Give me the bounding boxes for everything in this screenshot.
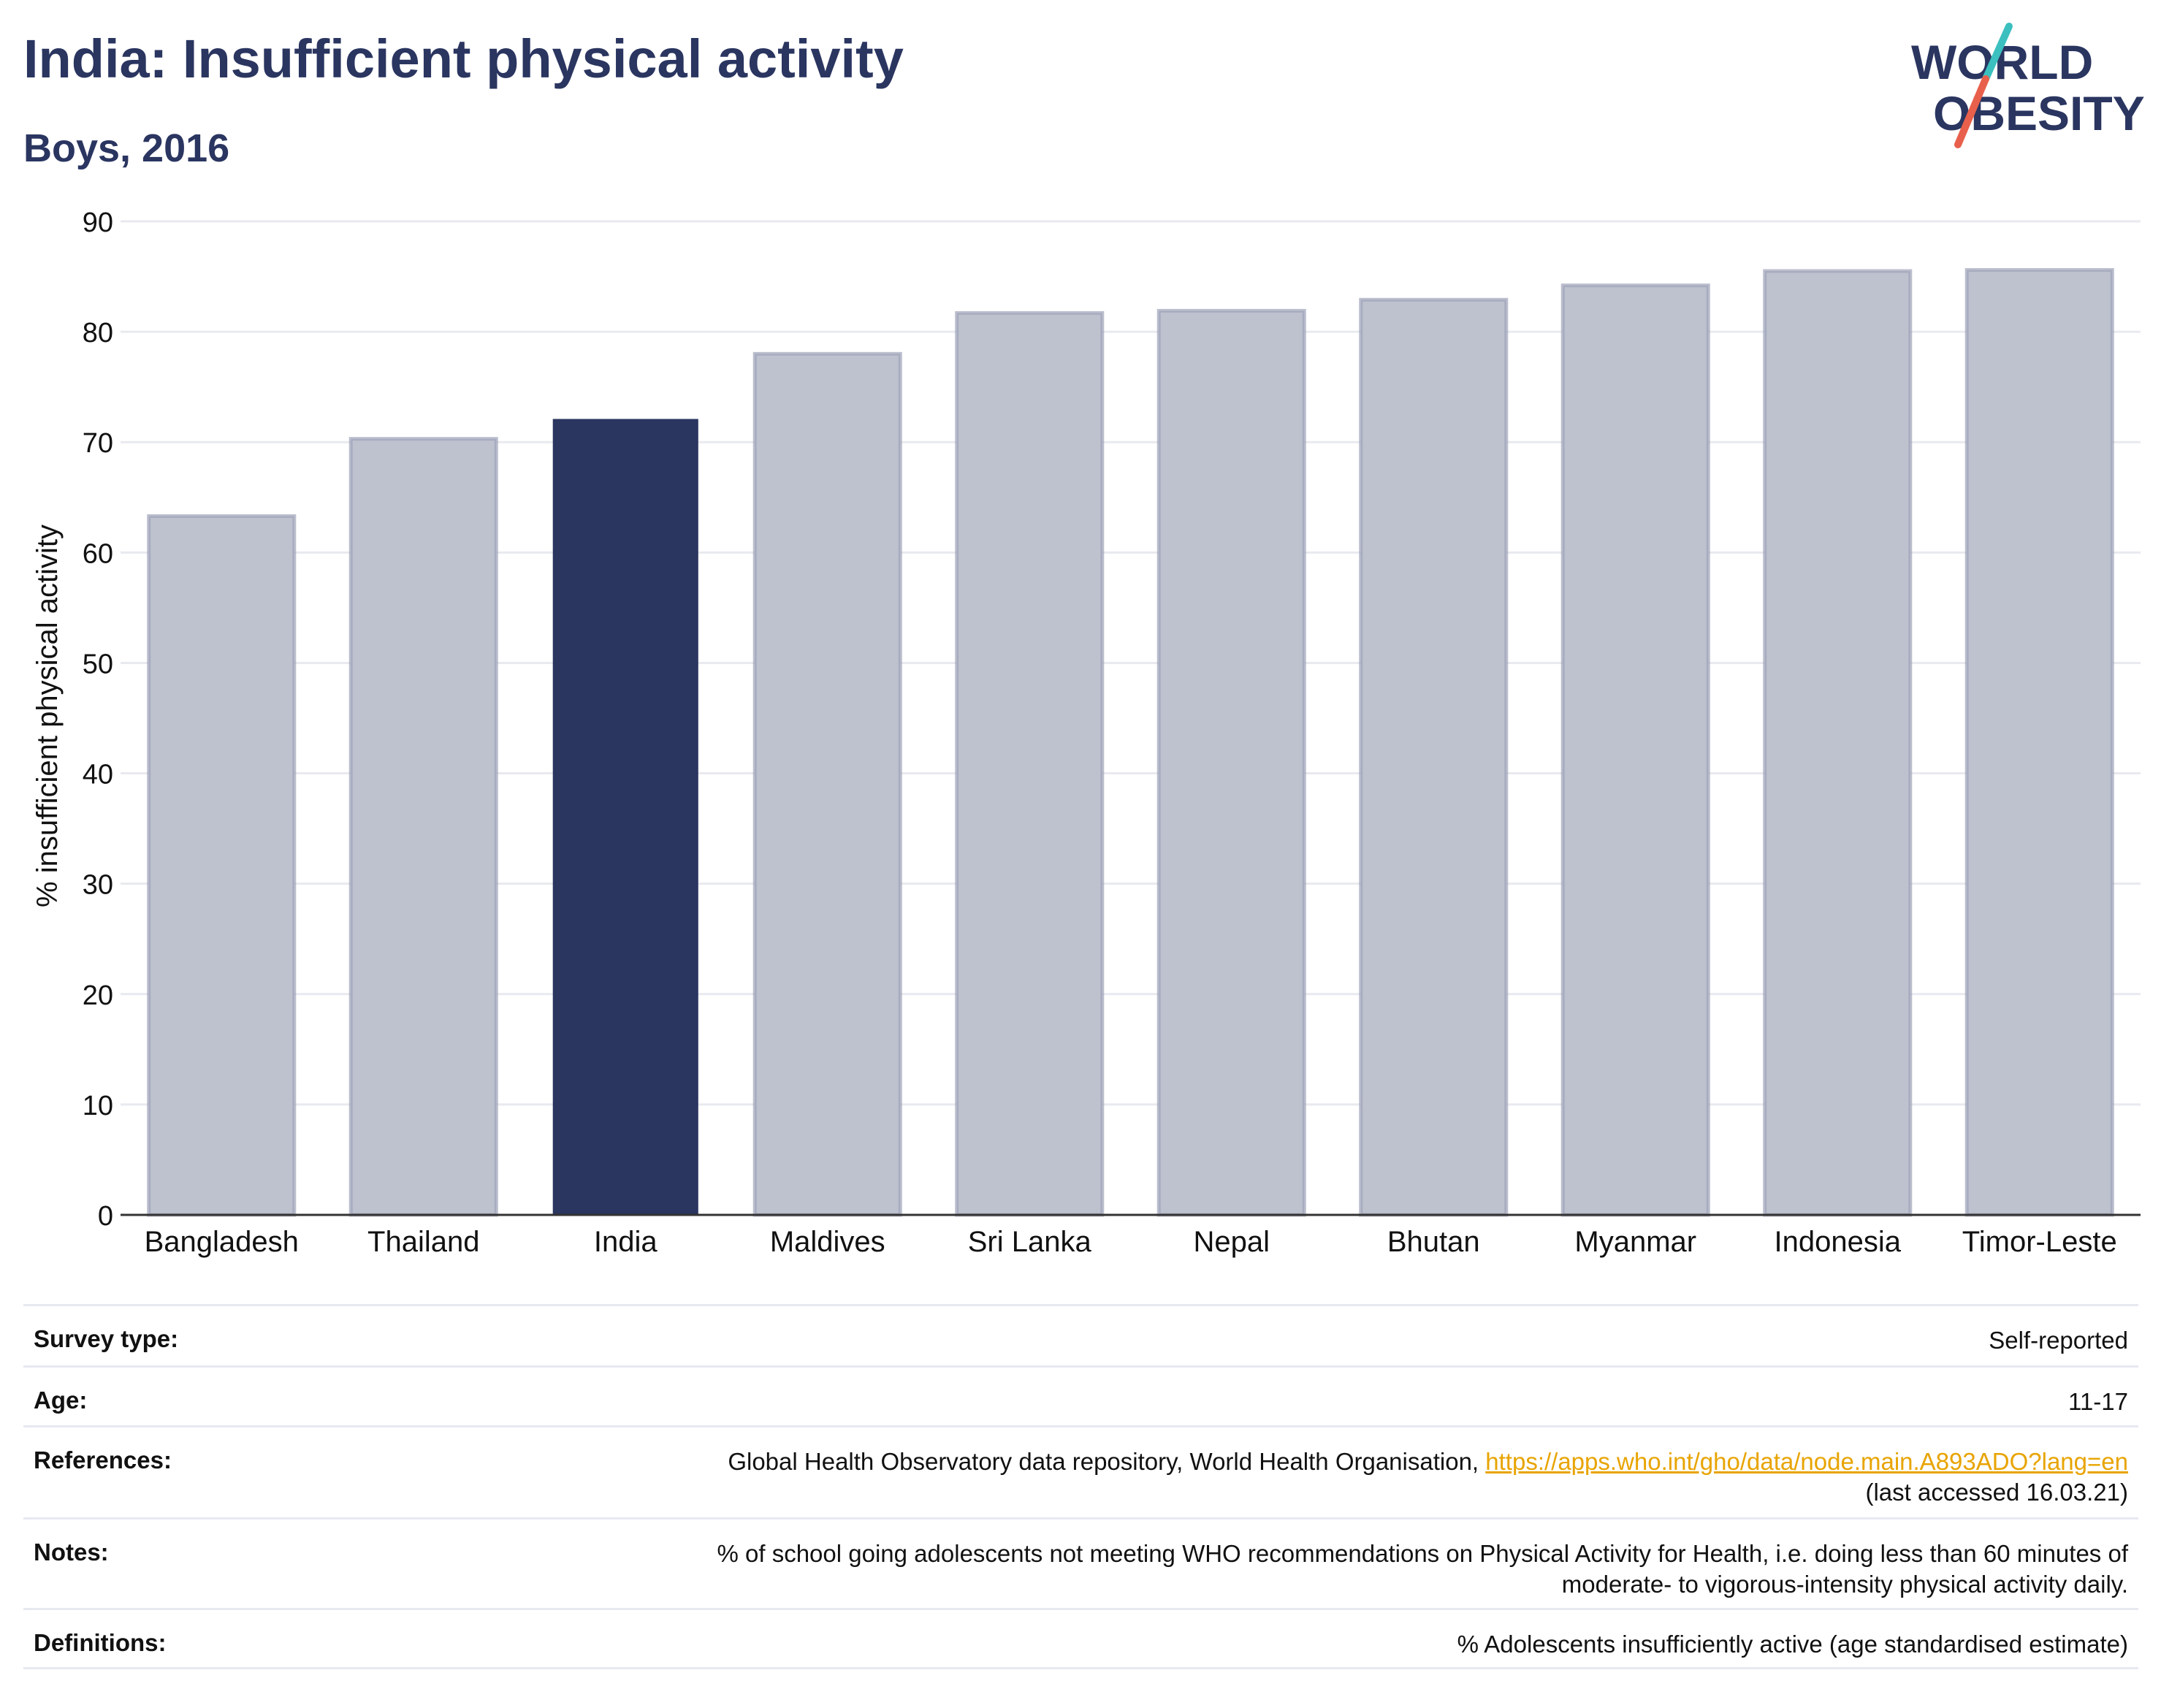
x-tick-label: Nepal xyxy=(1193,1226,1270,1258)
info-row-survey-type: Survey type: Self-reported xyxy=(23,1304,2138,1365)
chart-title: India: Insufficient physical activity xyxy=(23,28,904,89)
definitions-value: % Adolescents insufficiently active (age… xyxy=(1457,1631,2128,1658)
notes-line1: % of school going adolescents not meetin… xyxy=(717,1540,2129,1567)
x-tick-label: Bangladesh xyxy=(145,1226,299,1258)
y-tick-label: 40 xyxy=(83,760,113,790)
notes-line2: moderate- to vigorous-intensity physical… xyxy=(1561,1571,2128,1598)
logo-slash-coral xyxy=(1954,75,1989,148)
info-row-notes: Notes: % of school going adolescents not… xyxy=(23,1517,2138,1608)
y-tick-label: 80 xyxy=(83,318,113,348)
survey-type-value: Self-reported xyxy=(1989,1327,2128,1354)
y-tick-label: 60 xyxy=(83,538,113,569)
references-accessed: (last accessed 16.03.21) xyxy=(1865,1479,2128,1506)
axes: 0 10 20 30 40 50 60 70 80 90 Bangladesh Thailand Ind… xyxy=(83,207,2141,1258)
y-tick-label: 90 xyxy=(83,207,113,238)
age-value: 11-17 xyxy=(2068,1388,2128,1415)
bar-sri-lanka xyxy=(955,310,1105,1217)
info-row-references: References: Global Health Observatory da… xyxy=(23,1425,2138,1517)
logo-slash-teal xyxy=(1982,23,2013,83)
info-row-age: Age: 11-17 xyxy=(23,1365,2138,1425)
x-tick-label: Myanmar xyxy=(1574,1226,1696,1258)
x-tick-label: India xyxy=(594,1226,658,1258)
y-axis-label: % insufficient physical activity xyxy=(31,525,64,907)
bar-nepal xyxy=(1156,308,1306,1217)
bar-indonesia xyxy=(1763,269,1913,1217)
bars xyxy=(147,267,2114,1217)
survey-type-label: Survey type: xyxy=(34,1325,179,1352)
bar-thailand xyxy=(348,437,498,1217)
references-value: Global Health Observatory data repositor… xyxy=(728,1446,2128,1508)
x-tick-label: Indonesia xyxy=(1775,1226,1902,1258)
bar-maldives xyxy=(752,351,902,1217)
age-label: Age: xyxy=(34,1387,88,1414)
x-tick-label: Thailand xyxy=(367,1226,479,1258)
references-text: Global Health Observatory data repositor… xyxy=(728,1448,1486,1475)
definitions-label: Definitions: xyxy=(34,1629,167,1656)
references-link[interactable]: https://apps.who.int/gho/data/node.main.… xyxy=(1485,1448,2128,1475)
bar-india xyxy=(552,419,698,1215)
chart-subtitle: Boys, 2016 xyxy=(23,126,230,170)
bar-bhutan xyxy=(1359,297,1509,1217)
x-tick-label: Maldives xyxy=(770,1226,885,1258)
x-tick-label: Sri Lanka xyxy=(968,1226,1092,1258)
bar-chart: 0 10 20 30 40 50 60 70 80 90 Bangladesh Thailand Ind… xyxy=(31,207,2141,1258)
references-label: References: xyxy=(34,1446,172,1473)
notes-label: Notes: xyxy=(34,1539,109,1566)
bar-myanmar xyxy=(1560,283,1710,1217)
notes-value: % of school going adolescents not meetin… xyxy=(717,1539,2129,1600)
y-tick-label: 10 xyxy=(83,1091,113,1121)
x-tick-label: Timor-Leste xyxy=(1962,1226,2117,1258)
y-tick-label: 50 xyxy=(83,649,113,679)
info-table: Survey type: Self-reported Age: 11-17 Re… xyxy=(23,1304,2138,1669)
bar-bangladesh xyxy=(147,514,297,1217)
bar-timor-leste xyxy=(1964,267,2114,1217)
world-obesity-logo: WORLD OBESITY xyxy=(1911,23,2145,148)
y-tick-label: 70 xyxy=(83,428,113,459)
y-tick-label: 0 xyxy=(98,1201,113,1232)
x-tick-label: Bhutan xyxy=(1387,1226,1480,1258)
y-tick-label: 20 xyxy=(83,980,113,1011)
info-row-definitions: Definitions: % Adolescents insufficientl… xyxy=(23,1608,2138,1669)
y-tick-label: 30 xyxy=(83,870,113,901)
